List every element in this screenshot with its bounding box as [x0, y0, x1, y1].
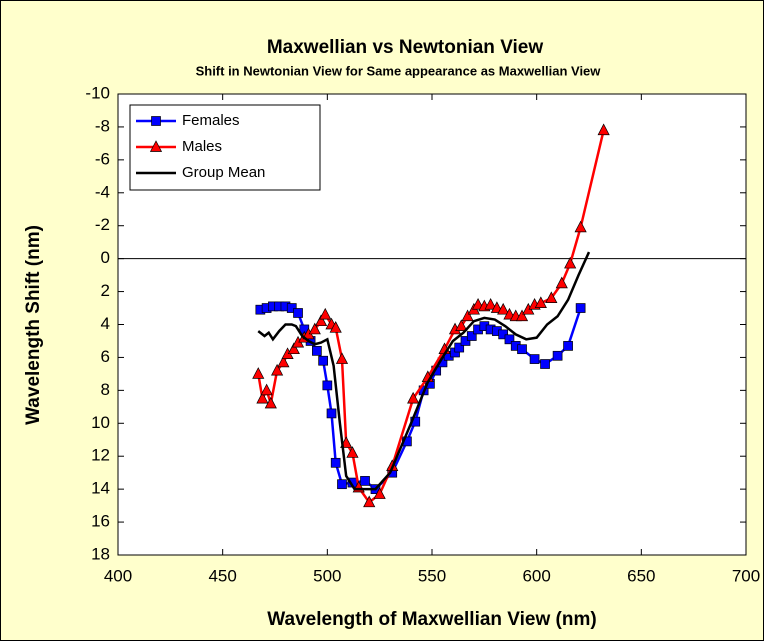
marker [363, 495, 376, 508]
marker [597, 123, 610, 136]
marker [407, 391, 420, 404]
marker [252, 367, 265, 379]
marker [312, 345, 322, 356]
marker [346, 446, 359, 458]
marker [555, 276, 568, 289]
marker [293, 308, 303, 318]
marker [271, 363, 284, 376]
marker [335, 352, 349, 364]
legend-label: Group Mean [182, 164, 265, 181]
y-tick-label: 4 [101, 314, 110, 333]
marker [287, 342, 300, 355]
marker [322, 380, 333, 391]
marker [540, 359, 550, 369]
chart-subtitle: Shift in Newtonian View for Same appeara… [196, 63, 602, 78]
marker [319, 307, 332, 320]
y-tick-label: 18 [91, 544, 110, 563]
marker [545, 291, 558, 304]
y-tick-label: 2 [101, 281, 110, 300]
y-tick-label: 10 [91, 413, 110, 432]
marker [455, 319, 468, 331]
marker [264, 396, 277, 409]
marker [326, 408, 337, 419]
marker [504, 334, 515, 345]
x-tick-label: 600 [522, 566, 550, 585]
marker [466, 331, 477, 341]
marker [563, 341, 573, 351]
y-tick-label: -4 [95, 182, 110, 201]
x-tick-label: 700 [732, 566, 760, 585]
marker [515, 309, 529, 322]
marker [256, 391, 269, 404]
y-tick-label: 0 [101, 248, 110, 267]
marker [373, 487, 386, 499]
marker [318, 355, 328, 366]
marker [149, 140, 163, 152]
x-tick-label: 450 [208, 566, 236, 585]
x-tick-label: 650 [627, 566, 655, 585]
y-axis-label: Wavelength Shift (nm) [23, 225, 44, 425]
x-tick-label: 500 [313, 566, 341, 585]
y-tick-label: -2 [95, 215, 110, 234]
marker [461, 309, 474, 322]
marker [529, 354, 540, 364]
y-tick-label: 16 [91, 512, 110, 531]
y-tick-label: 8 [101, 380, 110, 399]
y-tick-label: 6 [101, 347, 110, 366]
marker [330, 457, 341, 468]
y-tick-label: -8 [95, 116, 110, 135]
x-axis-label: Wavelength of Maxwellian View (nm) [267, 609, 596, 630]
marker [517, 344, 527, 355]
marker [575, 303, 586, 313]
marker [454, 342, 465, 353]
chart-title: Maxwellian vs Newtonian View [267, 37, 544, 58]
marker [260, 383, 273, 396]
y-tick-label: -10 [85, 83, 110, 102]
marker [552, 350, 563, 361]
marker [329, 321, 342, 333]
marker [564, 256, 577, 269]
marker [277, 355, 290, 368]
marker [360, 476, 370, 486]
series-line [257, 251, 591, 491]
marker [151, 116, 161, 126]
x-tick-label: 550 [418, 566, 446, 585]
marker [534, 296, 547, 308]
marker [314, 314, 328, 327]
marker [498, 329, 509, 340]
marker [337, 479, 347, 490]
marker [286, 303, 297, 313]
marker [484, 297, 497, 310]
marker [574, 220, 587, 233]
marker [497, 302, 510, 315]
legend-label: Females [182, 112, 240, 129]
legend-label: Males [182, 138, 222, 155]
y-tick-label: -6 [95, 149, 110, 168]
marker [308, 322, 321, 335]
marker [460, 336, 471, 346]
y-tick-label: 12 [91, 446, 110, 465]
y-tick-label: 14 [91, 479, 110, 498]
x-tick-label: 400 [104, 566, 132, 585]
